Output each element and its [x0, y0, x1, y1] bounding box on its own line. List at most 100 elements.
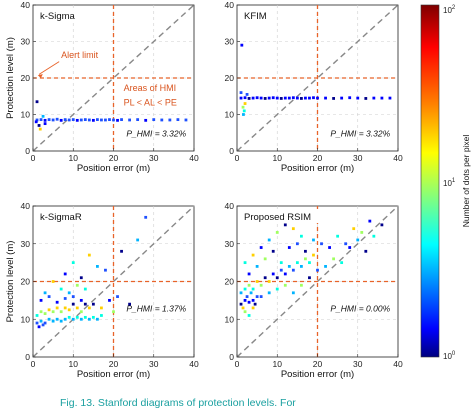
data-point [388, 96, 392, 100]
data-point [242, 113, 245, 116]
data-point [255, 96, 259, 100]
data-point [100, 306, 103, 310]
data-point [43, 291, 47, 295]
data-point [47, 118, 51, 122]
data-point [372, 96, 376, 100]
data-point [108, 118, 111, 122]
y-tick-label: 0 [25, 352, 30, 362]
hmi-condition-annotation: PL < AL < PE [124, 97, 177, 107]
data-point [247, 283, 251, 287]
data-point [356, 96, 360, 100]
data-point [75, 283, 79, 287]
data-point [144, 118, 148, 122]
data-point [304, 96, 307, 100]
data-point [308, 96, 311, 100]
data-point [104, 268, 107, 272]
data-point [247, 300, 251, 304]
data-point [267, 291, 271, 295]
data-point [255, 265, 259, 268]
y-tick-label: 30 [21, 37, 31, 47]
y-tick-label: 30 [21, 239, 31, 249]
data-point [79, 310, 83, 314]
data-point [43, 321, 47, 325]
data-point [100, 118, 103, 122]
data-point [300, 234, 303, 238]
data-point [380, 96, 384, 100]
panel-title-background [36, 8, 85, 22]
y-tick-label: 40 [21, 0, 31, 10]
data-point [291, 96, 295, 100]
data-point [43, 118, 47, 122]
data-point [35, 118, 39, 122]
data-point [275, 276, 279, 280]
data-point [253, 302, 257, 306]
data-point [47, 308, 51, 312]
x-axis-label: Position error (m) [77, 369, 150, 380]
data-point [67, 118, 71, 122]
diagonal-line [32, 4, 195, 152]
x-axis-label: Position error (m) [77, 163, 150, 174]
y-tick-label: 40 [21, 201, 31, 211]
hmi-area-annotation: Areas of HMI [124, 83, 177, 93]
panel-title: Proposed RSIM [244, 212, 311, 223]
data-point [79, 118, 83, 122]
data-point [176, 118, 180, 122]
data-point [279, 97, 283, 100]
data-point [39, 319, 43, 323]
data-point [67, 308, 71, 312]
data-point [116, 118, 119, 122]
data-point [55, 300, 59, 304]
y-tick-label: 40 [225, 0, 235, 10]
data-point [300, 97, 303, 100]
data-point [83, 315, 87, 319]
data-point [295, 261, 299, 265]
data-point [91, 118, 95, 122]
data-point [59, 118, 63, 122]
data-point [287, 246, 291, 249]
data-point [283, 283, 287, 287]
data-point [96, 118, 99, 122]
data-point [59, 287, 63, 291]
panel-title-background [36, 209, 91, 223]
data-point [87, 253, 91, 257]
data-point [360, 231, 364, 234]
y-tick-label: 30 [225, 239, 235, 249]
data-point [41, 323, 45, 327]
data-point [43, 122, 47, 126]
hmi-probability: P_HMI = 0.00% [330, 304, 390, 314]
data-point [242, 109, 246, 113]
data-point [37, 325, 41, 329]
data-point [55, 306, 59, 310]
hmi-probability: P_HMI = 1.37% [126, 304, 186, 314]
data-point [240, 43, 244, 47]
data-point [247, 97, 251, 100]
data-point [104, 118, 107, 122]
colorbar-tick-bottom: 100 [443, 351, 456, 361]
data-point [91, 315, 95, 319]
data-point [59, 319, 63, 323]
data-point [255, 295, 259, 298]
data-point [291, 268, 295, 272]
x-tick-label: 10 [69, 153, 79, 163]
data-point [79, 317, 83, 321]
data-point [63, 118, 67, 122]
y-tick-label: 0 [229, 146, 234, 156]
data-point [279, 261, 283, 265]
data-point [247, 314, 251, 317]
y-tick-label: 20 [225, 73, 235, 83]
data-point [116, 295, 119, 298]
data-point [41, 114, 45, 118]
data-point [83, 287, 87, 291]
data-point [71, 118, 75, 122]
data-point [249, 291, 253, 295]
data-point [120, 249, 123, 253]
data-point [283, 223, 287, 227]
x-tick-label: 0 [235, 153, 240, 163]
data-point [295, 96, 299, 100]
data-point [87, 118, 91, 122]
data-point [316, 96, 319, 100]
data-point [71, 261, 75, 265]
x-tick-label: 40 [393, 153, 403, 163]
data-point [243, 287, 247, 291]
data-point [112, 118, 115, 122]
